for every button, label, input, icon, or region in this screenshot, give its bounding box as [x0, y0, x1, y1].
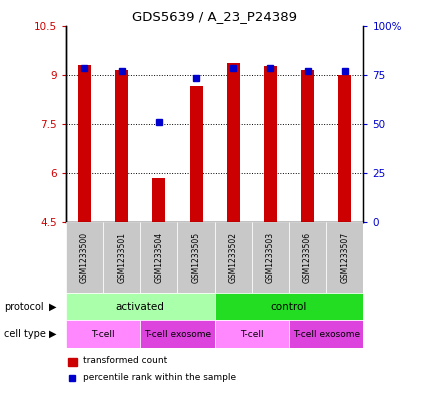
Bar [338, 75, 351, 222]
Bar [326, 222, 363, 293]
Bar [215, 293, 363, 320]
Text: T-cell: T-cell [240, 330, 264, 338]
Bar [66, 293, 215, 320]
Bar [289, 320, 363, 348]
Text: percentile rank within the sample: percentile rank within the sample [82, 373, 236, 382]
Bar [215, 320, 289, 348]
Bar [178, 222, 215, 293]
Bar [66, 320, 140, 348]
Bar [115, 70, 128, 222]
Bar [140, 222, 178, 293]
Text: ▶: ▶ [49, 301, 57, 312]
Bar [78, 65, 91, 222]
Text: GSM1233506: GSM1233506 [303, 232, 312, 283]
Bar [66, 222, 103, 293]
Text: GSM1233500: GSM1233500 [80, 232, 89, 283]
Bar [227, 63, 240, 222]
Text: cell type: cell type [4, 329, 46, 339]
Bar [264, 66, 277, 222]
Text: ▶: ▶ [49, 329, 57, 339]
Bar [140, 320, 215, 348]
Text: T-cell: T-cell [91, 330, 115, 338]
Text: GSM1233503: GSM1233503 [266, 232, 275, 283]
Text: GSM1233507: GSM1233507 [340, 232, 349, 283]
Text: GSM1233504: GSM1233504 [154, 232, 163, 283]
Bar [215, 222, 252, 293]
Bar [301, 70, 314, 222]
Title: GDS5639 / A_23_P24389: GDS5639 / A_23_P24389 [132, 10, 297, 23]
Text: transformed count: transformed count [82, 356, 167, 365]
Bar [152, 178, 165, 222]
Text: control: control [271, 301, 307, 312]
Text: GSM1233505: GSM1233505 [192, 232, 201, 283]
Bar [252, 222, 289, 293]
Bar [289, 222, 326, 293]
Text: GSM1233501: GSM1233501 [117, 232, 126, 283]
Text: GSM1233502: GSM1233502 [229, 232, 238, 283]
Text: protocol: protocol [4, 301, 44, 312]
Bar [190, 86, 203, 222]
Text: activated: activated [116, 301, 164, 312]
Bar [68, 358, 77, 366]
Text: T-cell exosome: T-cell exosome [144, 330, 211, 338]
Text: T-cell exosome: T-cell exosome [293, 330, 360, 338]
Bar [103, 222, 140, 293]
